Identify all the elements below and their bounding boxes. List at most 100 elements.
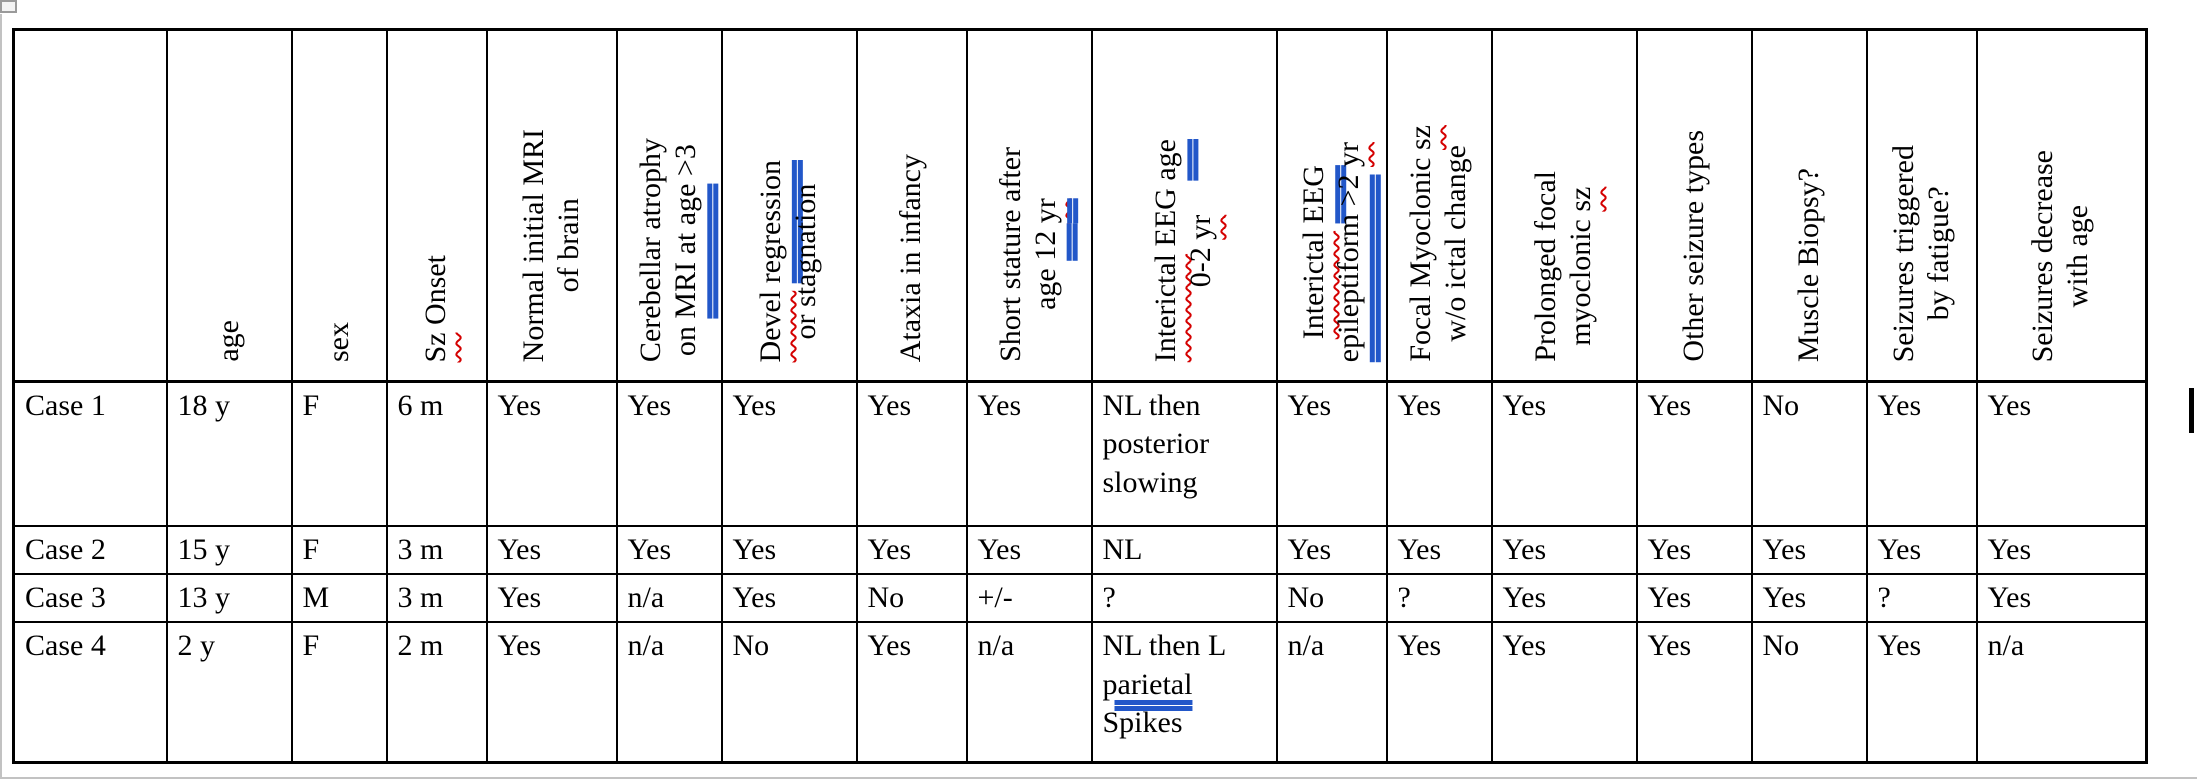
cell-seizures-decrease[interactable]: Yes [1975,524,2148,575]
cell-age[interactable]: 18 y [165,380,293,527]
cell-seizures-fatigue[interactable]: Yes [1865,380,1978,527]
cell-prolonged-focal-myoclonic[interactable]: Yes [1490,524,1638,575]
cell-sex[interactable]: F [290,524,388,575]
cell-other-seizure-types[interactable]: Yes [1635,572,1753,624]
cell-short-stature[interactable]: +/- [965,572,1093,624]
cell-interictal-eeg-epileptiform[interactable]: Yes [1275,524,1388,575]
cell-interictal-eeg-epileptiform[interactable]: n/a [1275,621,1388,764]
column-header-sz-onset[interactable]: Sz Onset [385,28,488,383]
cell-sex[interactable]: F [290,621,388,764]
cell-ataxia-infancy[interactable]: Yes [855,621,968,764]
header-line: Muscle Biopsy? [1792,168,1827,362]
text-run: with age [2061,204,2095,308]
cell-muscle-biopsy[interactable]: No [1750,380,1868,527]
cell-sz-onset[interactable]: 6 m [385,380,488,527]
cell-interictal-eeg-epileptiform[interactable]: Yes [1275,380,1388,527]
column-header-seizures-decrease[interactable]: Seizures decrease with age [1975,28,2148,383]
column-header-muscle-biopsy[interactable]: Muscle Biopsy? [1750,28,1868,383]
case-label-cell[interactable]: Case 2 [12,524,168,575]
cell-devel-regression[interactable]: Yes [720,380,858,527]
cell-devel-regression[interactable]: Yes [720,572,858,624]
cell-ataxia-infancy[interactable]: Yes [855,380,968,527]
column-header-seizures-fatigue[interactable]: Seizures triggered by fatigue? [1865,28,1978,383]
column-header-ataxia-infancy[interactable]: Ataxia in infancy [855,28,968,383]
cell-normal-initial-mri[interactable]: Yes [485,621,618,764]
text-run: 2 y [177,629,216,663]
cell-other-seizure-types[interactable]: Yes [1635,621,1753,764]
case-label-cell[interactable]: Case 4 [12,621,168,764]
cell-prolonged-focal-myoclonic[interactable]: Yes [1490,621,1638,764]
cell-short-stature[interactable]: Yes [965,524,1093,575]
cell-normal-initial-mri[interactable]: Yes [485,380,618,527]
table-move-handle-icon[interactable] [0,0,17,13]
cell-focal-myoclonic[interactable]: Yes [1385,621,1493,764]
text-run: Yes [1762,580,1807,614]
cell-other-seizure-types[interactable]: Yes [1635,524,1753,575]
cell-muscle-biopsy[interactable]: Yes [1750,524,1868,575]
cell-seizures-decrease[interactable]: Yes [1975,572,2148,624]
column-header-case[interactable] [12,28,168,383]
text-run: Seizures decrease [2026,149,2060,362]
cell-short-stature[interactable]: Yes [965,380,1093,527]
cell-short-stature[interactable]: n/a [965,621,1093,764]
column-header-normal-initial-mri[interactable]: Normal initial MRI of brain [485,28,618,383]
text-run: ? [1397,580,1411,614]
text-run: w/o ictal change [1439,145,1472,342]
cell-interictal-eeg-epileptiform[interactable]: No [1275,572,1388,624]
header-line: age [212,320,247,362]
column-header-short-stature[interactable]: Short stature after age 12 yr [965,28,1093,383]
cell-cerebellar-atrophy[interactable]: Yes [615,524,723,575]
column-header-sex[interactable]: sex [290,28,388,383]
cell-ataxia-infancy[interactable]: Yes [855,524,968,575]
cell-normal-initial-mri[interactable]: Yes [485,572,618,624]
cell-interictal-eeg-0-2[interactable]: NL then L parietal Spikes [1090,621,1278,764]
header-line: Normal initial MRI [517,129,552,362]
column-header-age[interactable]: age [165,28,293,383]
column-header-devel-regression[interactable]: Devel regression or stagnation [720,28,858,383]
cell-cerebellar-atrophy[interactable]: n/a [615,572,723,624]
column-header-interictal-eeg-0-2[interactable]: Interictal EEG age 0-2 yr [1090,28,1278,383]
cell-devel-regression[interactable]: Yes [720,524,858,575]
case-label-cell[interactable]: Case 1 [12,380,168,527]
cell-muscle-biopsy[interactable]: Yes [1750,572,1868,624]
cell-seizures-fatigue[interactable]: ? [1865,572,1978,624]
column-header-interictal-eeg-epileptiform[interactable]: Interictal EEG epileptiform >2 yr [1275,28,1388,383]
cell-seizures-decrease[interactable]: Yes [1975,380,2148,527]
cell-normal-initial-mri[interactable]: Yes [485,524,618,575]
cell-focal-myoclonic[interactable]: Yes [1385,380,1493,527]
column-header-focal-myoclonic[interactable]: Focal Myoclonic sz w/o ictal change [1385,28,1493,383]
spell-marked-text: Devel [754,290,788,362]
cell-seizures-fatigue[interactable]: Yes [1865,524,1978,575]
cell-sz-onset[interactable]: 2 m [385,621,488,764]
cell-sex[interactable]: M [290,572,388,624]
cell-other-seizure-types[interactable]: Yes [1635,380,1753,527]
cell-sz-onset[interactable]: 3 m [385,524,488,575]
text-run: Yes [1762,532,1807,566]
cell-cerebellar-atrophy[interactable]: n/a [615,621,723,764]
cell-age[interactable]: 2 y [165,621,293,764]
cell-sex[interactable]: F [290,380,388,527]
cell-ataxia-infancy[interactable]: No [855,572,968,624]
spell-marked-text: Interictal [1296,230,1330,339]
page-edge-left [0,14,2,777]
rotated-header-label: Other seizure types [1677,130,1712,362]
cell-muscle-biopsy[interactable]: No [1750,621,1868,764]
cell-age[interactable]: 15 y [165,524,293,575]
cell-interictal-eeg-0-2[interactable]: ? [1090,572,1278,624]
column-header-other-seizure-types[interactable]: Other seizure types [1635,28,1753,383]
cell-prolonged-focal-myoclonic[interactable]: Yes [1490,380,1638,527]
case-label-cell[interactable]: Case 3 [12,572,168,624]
cell-age[interactable]: 13 y [165,572,293,624]
cell-interictal-eeg-0-2[interactable]: NL then posterior slowing [1090,380,1278,527]
cell-devel-regression[interactable]: No [720,621,858,764]
column-header-cerebellar-atrophy[interactable]: Cerebellar atrophy on MRI at age >3 [615,28,723,383]
column-header-prolonged-focal-myoclonic[interactable]: Prolonged focal myoclonic sz [1490,28,1638,383]
cell-sz-onset[interactable]: 3 m [385,572,488,624]
cell-focal-myoclonic[interactable]: ? [1385,572,1493,624]
cell-cerebellar-atrophy[interactable]: Yes [615,380,723,527]
cell-seizures-fatigue[interactable]: Yes [1865,621,1978,764]
cell-prolonged-focal-myoclonic[interactable]: Yes [1490,572,1638,624]
cell-seizures-decrease[interactable]: n/a [1975,621,2148,764]
cell-interictal-eeg-0-2[interactable]: NL [1090,524,1278,575]
cell-focal-myoclonic[interactable]: Yes [1385,524,1493,575]
